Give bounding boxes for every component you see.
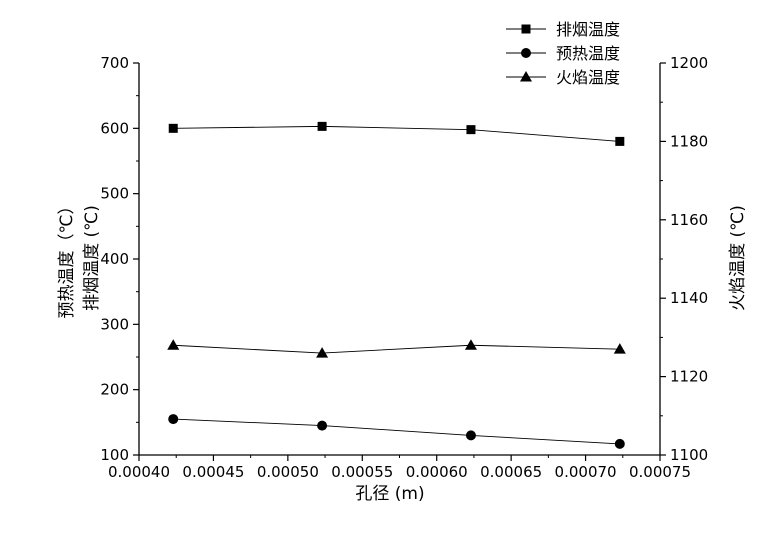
y-left-axis-label-exhaust: 排烟温度 (℃)	[82, 205, 102, 311]
legend-marker	[521, 48, 531, 58]
legend-label: 火焰温度	[556, 68, 620, 87]
data-point	[317, 121, 327, 131]
legend-label: 排烟温度	[556, 20, 620, 39]
y-left-tick-label: 400	[100, 250, 129, 268]
y-left-tick-label: 100	[100, 446, 129, 464]
data-point	[614, 438, 625, 449]
data-point	[168, 123, 178, 133]
legend-label: 预热温度	[556, 44, 620, 63]
y-right-tick-label: 1120	[670, 368, 708, 386]
y-left-tick-label: 200	[100, 381, 129, 399]
legend-marker	[520, 71, 532, 82]
x-tick-label: 0.00045	[182, 463, 244, 481]
y-left-tick-label: 700	[100, 54, 129, 72]
y-right-tick-label: 1140	[670, 289, 708, 307]
x-tick-label: 0.00050	[257, 463, 319, 481]
data-point	[167, 339, 180, 350]
axes-frame	[138, 63, 661, 456]
data-point	[168, 414, 179, 425]
x-axis-label: 孔径 (m)	[355, 484, 424, 504]
y-right-tick-label: 1180	[670, 132, 708, 150]
series-line	[173, 125, 620, 142]
legend-marker	[521, 24, 531, 34]
series-circle	[168, 414, 625, 449]
plot-area	[167, 121, 626, 449]
data-point	[317, 420, 328, 431]
ticks: 0.00040 0.00045 0.00050 0.00055 0.00060 0.000…	[100, 54, 708, 481]
x-tick-label: 0.00065	[480, 463, 542, 481]
data-point	[316, 347, 329, 358]
series-line	[173, 418, 620, 445]
series-square	[168, 121, 625, 146]
x-tick-label: 0.00070	[555, 463, 617, 481]
x-tick-label: 0.00075	[629, 463, 691, 481]
data-point	[615, 136, 625, 146]
y-right-tick-label: 1160	[670, 211, 708, 229]
y-left-tick-label: 300	[100, 315, 129, 333]
y-left-tick-label: 500	[100, 185, 129, 203]
x-tick-label: 0.00040	[108, 463, 170, 481]
y-right-axis-label: 火焰温度 (℃)	[728, 205, 748, 311]
y-right-tick-label: 1200	[670, 54, 708, 72]
y-left-axis-label-preheat: 预热温度（℃）	[57, 197, 77, 318]
x-tick-label: 0.00060	[406, 463, 468, 481]
series-line	[173, 344, 620, 354]
y-right-tick-label: 1100	[670, 446, 708, 464]
series-triangle	[167, 339, 626, 358]
data-point	[466, 125, 476, 135]
data-point	[464, 339, 477, 350]
y-left-tick-label: 600	[100, 119, 129, 137]
data-point	[465, 430, 476, 441]
x-tick-label: 0.00055	[331, 463, 393, 481]
data-point	[613, 343, 626, 354]
